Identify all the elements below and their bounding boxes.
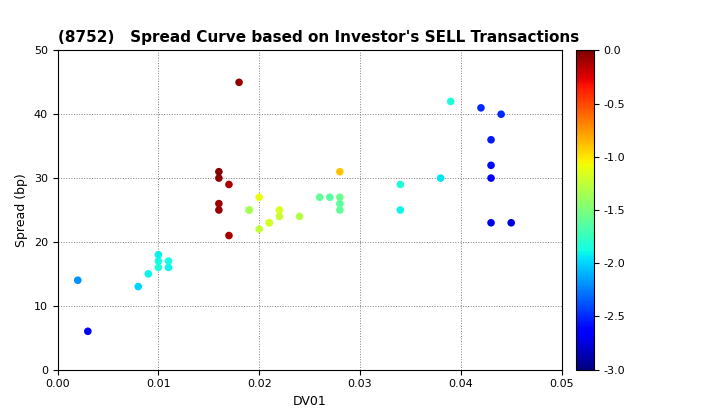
Point: [72, 277, 84, 284]
Point: [143, 270, 154, 277]
Point: [253, 194, 265, 201]
Point: [334, 200, 346, 207]
Point: [485, 136, 497, 143]
Point: [264, 219, 275, 226]
Point: [395, 207, 406, 213]
X-axis label: DV01: DV01: [293, 395, 326, 408]
Point: [505, 219, 517, 226]
Point: [485, 162, 497, 169]
Point: [324, 194, 336, 201]
Point: [132, 283, 144, 290]
Point: [153, 258, 164, 265]
Point: [233, 79, 245, 86]
Point: [153, 251, 164, 258]
Point: [485, 175, 497, 181]
Point: [82, 328, 94, 335]
Point: [213, 207, 225, 213]
Point: [264, 219, 275, 226]
Point: [274, 207, 285, 213]
Point: [213, 168, 225, 175]
Point: [223, 232, 235, 239]
Point: [495, 111, 507, 118]
Point: [253, 226, 265, 233]
Point: [475, 105, 487, 111]
Point: [334, 194, 346, 201]
Y-axis label: Spread (bp): Spread (bp): [15, 173, 28, 247]
Point: [314, 194, 325, 201]
Point: [445, 98, 456, 105]
Point: [395, 181, 406, 188]
Point: [243, 207, 255, 213]
Point: [213, 200, 225, 207]
Point: [334, 207, 346, 213]
Point: [223, 181, 235, 188]
Point: [213, 175, 225, 181]
Point: [153, 264, 164, 271]
Point: [334, 168, 346, 175]
Point: [485, 219, 497, 226]
Point: [163, 258, 174, 265]
Point: [163, 264, 174, 271]
Point: [243, 207, 255, 213]
Point: [294, 213, 305, 220]
Point: [274, 213, 285, 220]
Text: (8752)   Spread Curve based on Investor's SELL Transactions: (8752) Spread Curve based on Investor's …: [58, 30, 579, 45]
Point: [435, 175, 446, 181]
